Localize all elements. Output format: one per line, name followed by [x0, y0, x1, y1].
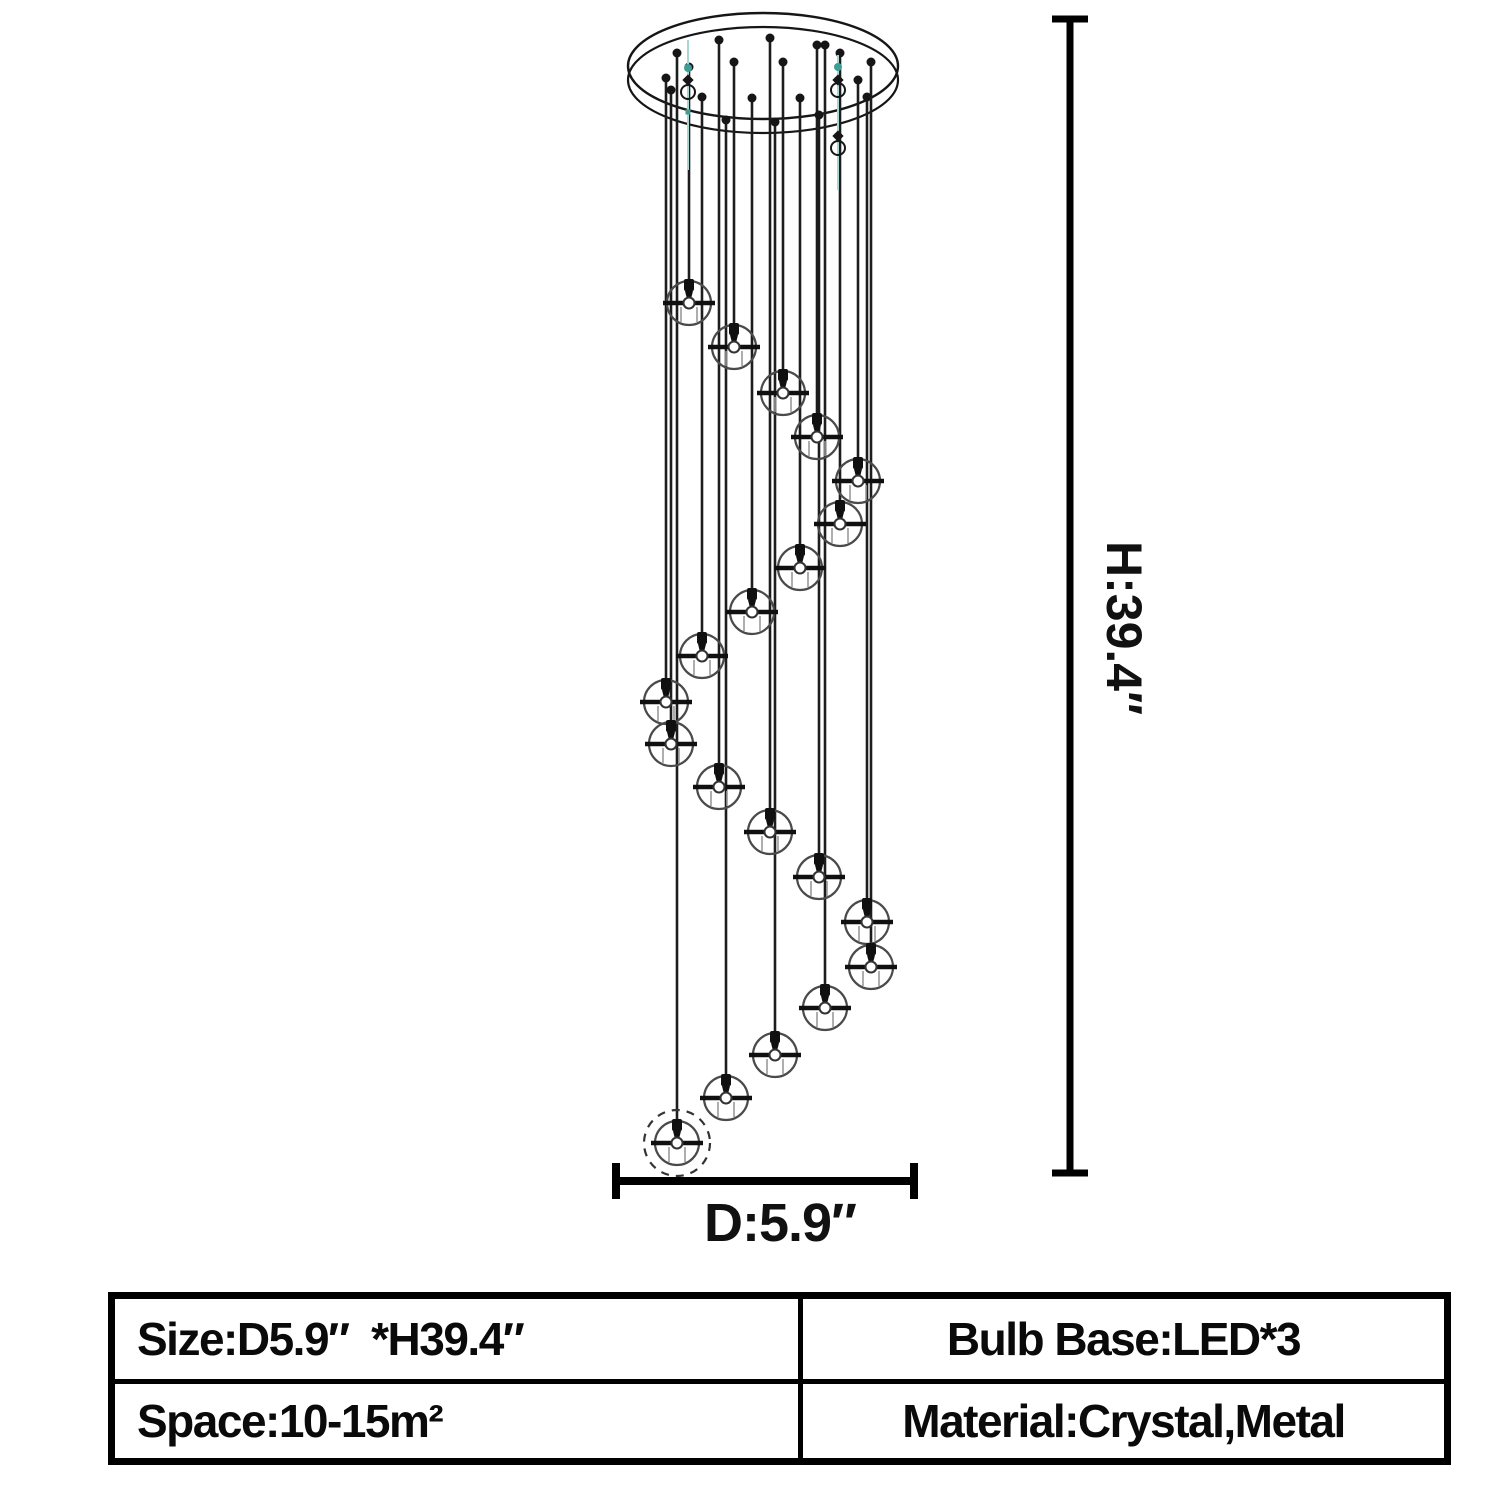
pendant-ball: [799, 984, 851, 1032]
spec-table: Size:D5.9″ *H39.4″ Bulb Base:LED*3 Space…: [108, 1292, 1451, 1465]
pendant-ball: [676, 632, 728, 680]
pendant-ball: [645, 720, 697, 768]
ceiling-canopy: [626, 11, 900, 135]
height-dimension-line: [1052, 15, 1088, 1177]
pendant-balls: [640, 279, 897, 1178]
pendant-ball: [693, 763, 745, 811]
height-dimension-label: H:39.4″: [1096, 541, 1152, 716]
pendant-ball: [640, 678, 692, 726]
pendant-ball: [749, 1031, 801, 1079]
diameter-dimension-label: D:5.9″: [704, 1193, 857, 1253]
pendant-ball: [774, 544, 826, 592]
diameter-dimension-line: [612, 1163, 918, 1199]
pendant-ball: [744, 808, 796, 856]
pendant-ball: [708, 323, 760, 371]
spec-space-cell: Space:10-15m²: [115, 1384, 803, 1458]
pendant-ball: [845, 943, 897, 991]
pendant-ball: [814, 500, 866, 548]
pendant-ball: [757, 369, 809, 417]
pendant-ball: [726, 588, 778, 636]
spec-bulb-base-cell: Bulb Base:LED*3: [803, 1299, 1444, 1384]
pendant-ball: [700, 1074, 752, 1122]
suspension-rods: [661, 33, 876, 1143]
pendant-ball: [793, 853, 845, 901]
adjuster-cables: [680, 40, 846, 190]
pendant-ball: [642, 1108, 712, 1178]
pendant-ball: [663, 279, 715, 327]
spec-size-cell: Size:D5.9″ *H39.4″: [115, 1299, 803, 1384]
pendant-ball: [841, 898, 893, 946]
pendant-ball: [791, 413, 843, 461]
spec-material-cell: Material:Crystal,Metal: [902, 1395, 1346, 1447]
pendant-ball: [832, 457, 884, 505]
